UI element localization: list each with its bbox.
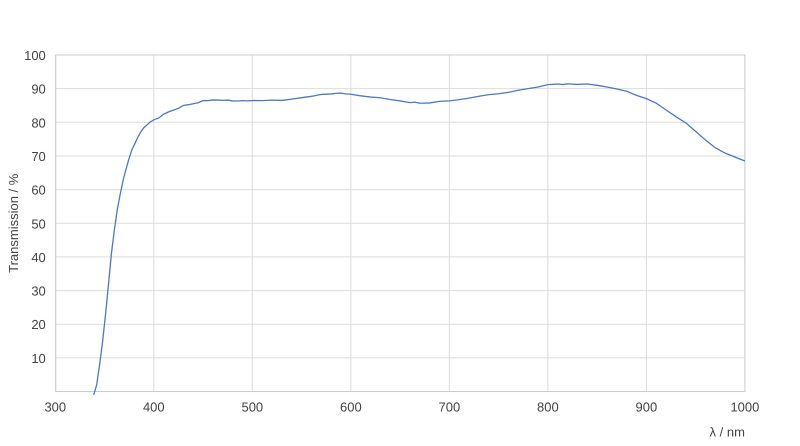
svg-text:30: 30 bbox=[31, 284, 45, 299]
svg-text:500: 500 bbox=[241, 400, 263, 415]
svg-text:60: 60 bbox=[31, 183, 45, 198]
svg-text:700: 700 bbox=[439, 400, 461, 415]
svg-text:40: 40 bbox=[31, 250, 45, 265]
svg-text:900: 900 bbox=[636, 400, 658, 415]
svg-text:800: 800 bbox=[537, 400, 559, 415]
svg-text:600: 600 bbox=[340, 400, 362, 415]
svg-text:70: 70 bbox=[31, 149, 45, 164]
svg-text:80: 80 bbox=[31, 115, 45, 130]
svg-text:90: 90 bbox=[31, 82, 45, 97]
svg-text:λ / nm: λ / nm bbox=[710, 425, 745, 440]
svg-text:20: 20 bbox=[31, 317, 45, 332]
svg-text:400: 400 bbox=[143, 400, 165, 415]
svg-text:Transmission / %: Transmission / % bbox=[6, 173, 21, 273]
svg-text:1000: 1000 bbox=[730, 400, 759, 415]
svg-text:50: 50 bbox=[31, 216, 45, 231]
svg-text:300: 300 bbox=[44, 400, 66, 415]
svg-text:10: 10 bbox=[31, 351, 45, 366]
svg-text:100: 100 bbox=[24, 48, 46, 63]
